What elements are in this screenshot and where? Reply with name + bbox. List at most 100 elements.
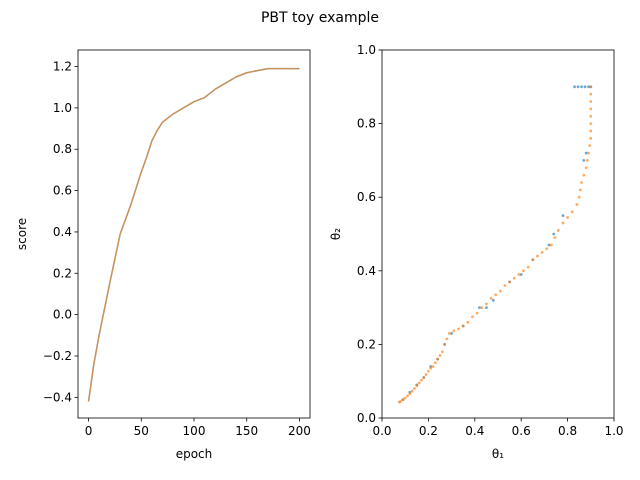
scatter-point-0-16 [478,306,481,309]
scatter-point-1-9 [587,151,590,155]
x-tick-label: 0.6 [512,424,531,438]
scatter-point-1-26 [531,258,535,262]
x-tick-label: 100 [183,424,206,438]
y-tick-label: 0.6 [357,190,376,204]
scatter-point-1-64 [401,398,405,401]
y-tick-label: 0.0 [53,308,72,322]
scatter-point-1-41 [461,324,465,328]
scatter-point-1-66 [398,400,401,404]
scatter-point-1-3 [589,107,593,111]
scatter-point-1-35 [489,297,493,300]
scatter-point-1-4 [589,114,593,118]
scatter-point-1-32 [503,284,507,287]
scatter-point-1-60 [410,389,414,393]
scatter-point-1-63 [403,396,407,400]
y-tick-label: 1.0 [53,101,72,115]
scatter-point-1-25 [536,254,539,258]
scatter-point-0-15 [485,306,488,309]
x-tick-label: 0.4 [465,424,484,438]
scatter-point-1-10 [585,159,589,162]
scatter-point-0-8 [561,214,565,218]
scatter-point-1-29 [517,273,521,276]
scatter-point-1-8 [588,144,592,148]
scatter-point-1-57 [417,381,421,385]
scatter-point-1-36 [485,302,488,306]
scatter-point-1-24 [540,251,544,254]
scatter-point-1-12 [582,173,586,177]
scatter-point-0-18 [450,331,453,335]
scatter-point-1-28 [522,269,525,273]
scatter-point-1-48 [438,354,442,357]
scatter-point-1-53 [427,369,430,373]
scatter-point-0-6 [584,151,588,155]
scatter-point-1-20 [556,228,560,232]
scatter-point-1-11 [584,166,588,170]
y-tick-label: −0.2 [43,349,72,363]
scatter-point-0-7 [582,159,586,162]
scatter-point-1-40 [466,320,470,324]
y-tick-label: 0.2 [53,266,72,280]
y-tick-label: 0.0 [357,411,376,425]
x-tick-label: 0.0 [372,424,391,438]
scatter-point-1-46 [443,343,447,346]
figure-title: PBT toy example [261,10,379,26]
axes-frame [77,49,311,419]
scatter-point-0-2 [583,85,587,89]
scatter-point-1-51 [431,365,435,368]
scatter-point-1-0 [589,85,593,89]
scatter-point-1-19 [561,221,565,225]
scatter-point-1-22 [549,243,553,247]
y-tick-label: 0.4 [53,225,72,239]
series-line-1 [87,67,300,402]
scatter-point-1-15 [577,195,581,199]
scatter-point-1-27 [526,265,530,269]
scatter-point-1-5 [589,122,593,125]
scatter-point-0-1 [587,85,590,89]
theta-chart: 0.0 0.2 0.4 0.6 0.8 1.0 0.0 0.2 0.4 0.6 0.8 1.0 θ₁ θ₂ [329,43,624,461]
scatter-point-0-12 [519,273,523,276]
y-tick-label: 0.6 [53,184,72,198]
scatter-point-1-58 [415,384,419,388]
scatter-point-1-61 [408,392,412,396]
scatter-point-1-55 [422,376,426,379]
scatter-point-1-37 [480,306,484,309]
scatter-point-1-6 [589,129,593,133]
y-tick-label: 0.8 [53,142,72,156]
scatter-point-1-43 [452,329,456,333]
y-tick-label: −0.4 [43,390,72,404]
y-axis-label: θ₂ [329,228,343,240]
scatter-point-1-62 [406,394,409,398]
scatter-point-1-47 [440,350,444,354]
x-tick-label: 0.8 [558,424,577,438]
x-tick-label: 0.2 [419,424,438,438]
scatter-point-1-23 [545,247,549,251]
scatter-point-1-33 [498,289,502,293]
axes-frame [381,49,615,419]
scatter-point-1-39 [471,315,474,319]
x-tick-label: 150 [235,424,258,438]
scatter-point-0-4 [576,85,580,89]
scatter-point-1-31 [508,280,511,284]
x-tick-label: 50 [134,424,149,438]
y-tick-label: 0.8 [357,117,376,131]
scatter-point-1-34 [494,293,498,297]
scatter-point-1-54 [424,373,428,376]
scatter-point-1-38 [475,311,479,315]
x-tick-label: 200 [288,424,311,438]
scatter-point-1-21 [553,236,557,240]
scatter-point-1-45 [445,337,449,341]
scatter-point-1-59 [413,387,416,390]
score-chart: 0 50 100 150 200 −0.4 −0.2 0.0 0.2 0.4 0.6 0.8 1.0 1.… [15,49,311,461]
x-tick-label: 1.0 [604,424,623,438]
scatter-point-1-14 [578,188,582,192]
scatter-point-1-56 [420,378,423,382]
scatter-point-1-2 [589,100,593,103]
y-axis-label: score [15,218,29,250]
x-tick-label: 0 [85,424,93,438]
y-tick-label: 0.4 [357,264,376,278]
x-axis-label: θ₁ [492,447,504,461]
y-tick-label: 0.2 [357,337,376,351]
scatter-point-1-18 [566,216,569,219]
scatter-point-0-5 [573,85,576,89]
scatter-point-0-14 [491,298,495,302]
